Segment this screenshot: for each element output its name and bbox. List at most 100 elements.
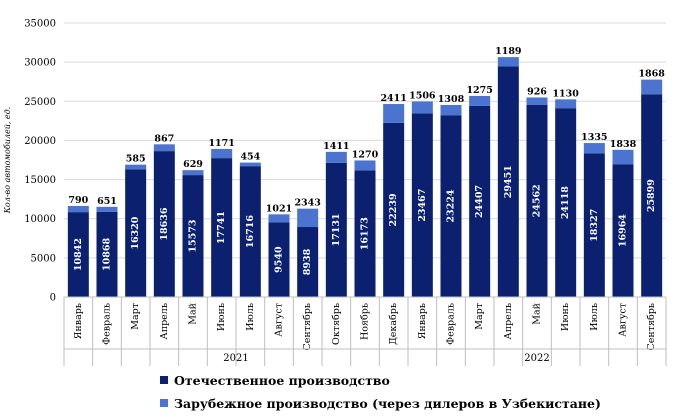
data-label-foreign: 1171 <box>208 138 234 149</box>
legend-item-domestic: Отечественное производство <box>160 373 390 388</box>
data-label-domestic: 16964 <box>618 214 629 247</box>
data-label-domestic: 17131 <box>331 213 342 246</box>
data-label-foreign: 585 <box>126 154 146 165</box>
data-label-domestic: 10842 <box>73 238 84 271</box>
bar-foreign <box>469 95 491 106</box>
data-label-foreign: 2343 <box>294 198 320 209</box>
y-axis: 0 5000 10000 15000 20000 25000 30000 35000 <box>24 19 56 304</box>
y-tick-label: 15000 <box>24 175 56 186</box>
data-label-foreign: 1130 <box>552 88 579 99</box>
data-label-foreign: 1189 <box>495 46 522 57</box>
y-tick-label: 5000 <box>31 253 56 264</box>
bar-domestic <box>268 222 290 297</box>
data-label-domestic: 10868 <box>102 238 113 271</box>
y-tick-label: 30000 <box>24 58 56 69</box>
data-label-foreign: 629 <box>183 159 203 170</box>
x-tick-label: Июнь <box>216 303 227 331</box>
x-axis: Январь Февраль Март Апрель Май Июнь Июль Август… <box>63 296 667 366</box>
data-label-foreign: 1275 <box>466 85 492 96</box>
data-label-domestic: 29451 <box>503 165 514 198</box>
data-label-foreign: 867 <box>154 133 174 144</box>
bar-domestic <box>325 162 347 297</box>
bar-domestic <box>526 104 548 297</box>
data-label-domestic: 9540 <box>274 246 285 273</box>
x-tick-label: Май <box>188 303 199 325</box>
x-tick-label: Сентябрь <box>646 303 657 350</box>
bar-domestic <box>440 115 462 297</box>
x-tick-label: Сентябрь <box>302 303 313 350</box>
data-label-domestic: 17741 <box>216 211 227 244</box>
bar-foreign <box>297 208 319 228</box>
bar-domestic <box>641 94 663 297</box>
data-label-foreign: 790 <box>68 195 88 206</box>
bar-domestic <box>469 105 491 297</box>
x-tick-label: Май <box>532 303 543 325</box>
bar-domestic <box>96 211 118 297</box>
x-tick-label: Июль <box>589 303 600 331</box>
bar-foreign <box>612 149 634 165</box>
data-label-foreign: 454 <box>240 152 260 163</box>
x-tick-label: Февраль <box>102 303 113 345</box>
x-tick-label: Декабрь <box>388 303 399 345</box>
data-label-domestic: 22239 <box>388 193 399 226</box>
x-tick-label: Ноябрь <box>360 303 371 340</box>
x-tick-label: Март <box>474 303 485 330</box>
data-label-foreign: 1308 <box>438 94 465 105</box>
data-label-domestic: 16173 <box>360 217 371 250</box>
y-tick-label: 35000 <box>24 19 56 30</box>
legend-swatch-foreign <box>160 399 168 407</box>
data-label-domestic: 24118 <box>560 186 571 219</box>
bar-foreign <box>583 143 605 154</box>
bar-foreign <box>268 214 290 223</box>
legend-item-foreign: Зарубежное производство (через дилеров в… <box>160 396 601 411</box>
bar-foreign <box>125 164 147 170</box>
x-tick-label: Август <box>618 303 629 337</box>
y-tick-label: 20000 <box>24 136 56 147</box>
legend-label-domestic: Отечественное производство <box>174 373 390 388</box>
bar-domestic <box>211 158 233 297</box>
bar-foreign <box>182 170 204 176</box>
year-label: 2021 <box>223 353 248 364</box>
bar-domestic <box>411 113 433 297</box>
bar-foreign <box>526 97 548 105</box>
y-tick-label: 10000 <box>24 214 56 225</box>
data-label-foreign: 1868 <box>638 69 665 80</box>
bar-foreign <box>497 57 519 67</box>
data-label-domestic: 25899 <box>646 179 657 212</box>
x-tick-label: Февраль <box>446 303 457 345</box>
data-label-foreign: 1411 <box>323 141 349 152</box>
data-label-domestic: 24407 <box>474 185 485 218</box>
bar-foreign <box>411 101 433 114</box>
bar-domestic <box>297 227 319 297</box>
bar-foreign <box>383 104 405 123</box>
bar-foreign <box>153 144 175 152</box>
data-label-domestic: 18636 <box>159 207 170 240</box>
x-tick-label: Июль <box>245 303 256 331</box>
bar-domestic <box>182 175 204 297</box>
data-label-domestic: 8938 <box>302 248 313 275</box>
year-label: 2022 <box>524 353 549 364</box>
x-tick-label: Август <box>274 303 285 337</box>
bar-domestic <box>354 170 376 297</box>
bar-foreign <box>211 148 233 159</box>
bar-foreign <box>641 79 663 95</box>
x-tick-label: Октябрь <box>331 303 342 345</box>
bar-domestic <box>612 164 634 297</box>
bar-foreign <box>555 99 577 109</box>
legend-label-foreign: Зарубежное производство (через дилеров в… <box>174 396 601 411</box>
y-axis-label: Кол-во автомобилей, ед. <box>3 107 12 215</box>
bar-domestic <box>67 212 89 297</box>
bar-foreign <box>96 206 118 212</box>
data-label-domestic: 16320 <box>130 216 141 249</box>
bar-foreign <box>354 160 376 171</box>
data-label-domestic: 16716 <box>245 215 256 248</box>
bar-foreign <box>325 151 347 163</box>
bar-domestic <box>555 108 577 297</box>
x-tick-label: Июнь <box>560 303 571 331</box>
bar-domestic <box>583 153 605 297</box>
data-label-domestic: 24562 <box>532 184 543 217</box>
bar-domestic <box>125 169 147 297</box>
data-label-foreign: 1270 <box>352 149 379 160</box>
x-tick-label: Январь <box>417 303 428 339</box>
